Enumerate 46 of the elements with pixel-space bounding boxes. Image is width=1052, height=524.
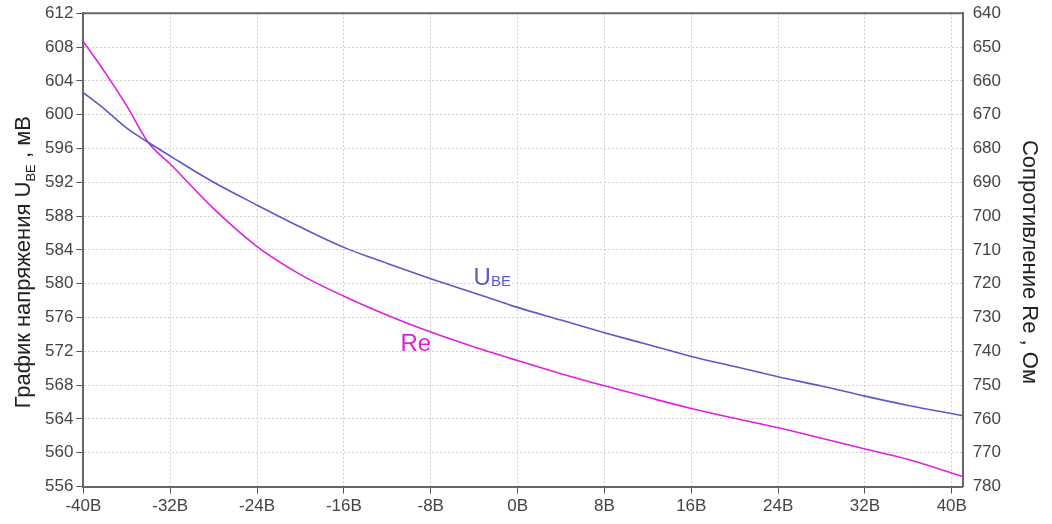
y-tick-label: 596	[44, 138, 74, 158]
x-tick-label: 40В	[936, 496, 967, 516]
y2-tick-label: 690	[972, 171, 1002, 191]
y-tick-label: 580	[44, 273, 74, 293]
y2-tick-label: 780	[972, 476, 1002, 496]
x-tick-label: -16В	[325, 496, 362, 516]
y2-tick-label: 720	[972, 273, 1002, 293]
y-tick-label: 588	[44, 205, 74, 225]
y-tick-label: 568	[44, 374, 74, 394]
x-tick-label: 32В	[849, 496, 881, 516]
y2-tick-label: 660	[972, 70, 1002, 90]
y-tick-label: 560	[44, 442, 74, 462]
y2-axis-title: Сопротивление Re , Ом	[1017, 139, 1044, 385]
x-tick-label: -40В	[65, 496, 102, 516]
y2-tick-label: 770	[972, 442, 1002, 462]
y2-tick-label: 640	[972, 2, 1002, 22]
y2-tick-label: 740	[972, 341, 1002, 361]
y-tick-label: 604	[44, 70, 74, 90]
y2-tick-label: 700	[972, 205, 1002, 225]
y-tick-label: 612	[44, 2, 74, 22]
y-tick-label: 600	[44, 104, 74, 124]
y-tick-label: 592	[44, 171, 74, 191]
y2-tick-label: 710	[972, 239, 1002, 259]
y2-tick-label: 680	[972, 138, 1002, 158]
line-series	[83, 40, 963, 478]
y-tick-label: 564	[44, 408, 74, 428]
y-tick-label: 584	[44, 239, 74, 259]
x-tick-label: -32В	[152, 496, 189, 516]
y2-tick-label: 650	[972, 36, 1002, 56]
y2-tick-label: 760	[972, 408, 1002, 428]
y2-tick-label: 670	[972, 104, 1002, 124]
y-tick-label: 556	[44, 476, 74, 496]
annotation: UBE	[473, 262, 511, 290]
y2-tick-label: 750	[972, 374, 1002, 394]
x-tick-label: -24В	[239, 496, 276, 516]
annotation: Re	[400, 329, 432, 357]
y-tick-label: 572	[44, 341, 74, 361]
y2-tick-label: 730	[972, 307, 1002, 327]
line-series	[83, 91, 963, 417]
x-tick-label: 16В	[676, 496, 707, 516]
x-tick-label: 8В	[594, 496, 615, 516]
x-tick-label: -8В	[417, 496, 444, 516]
x-tick-label: 0В	[507, 496, 528, 516]
y-tick-label: 576	[44, 307, 74, 327]
y-tick-label: 608	[44, 36, 74, 56]
x-tick-label: 24В	[762, 496, 794, 516]
